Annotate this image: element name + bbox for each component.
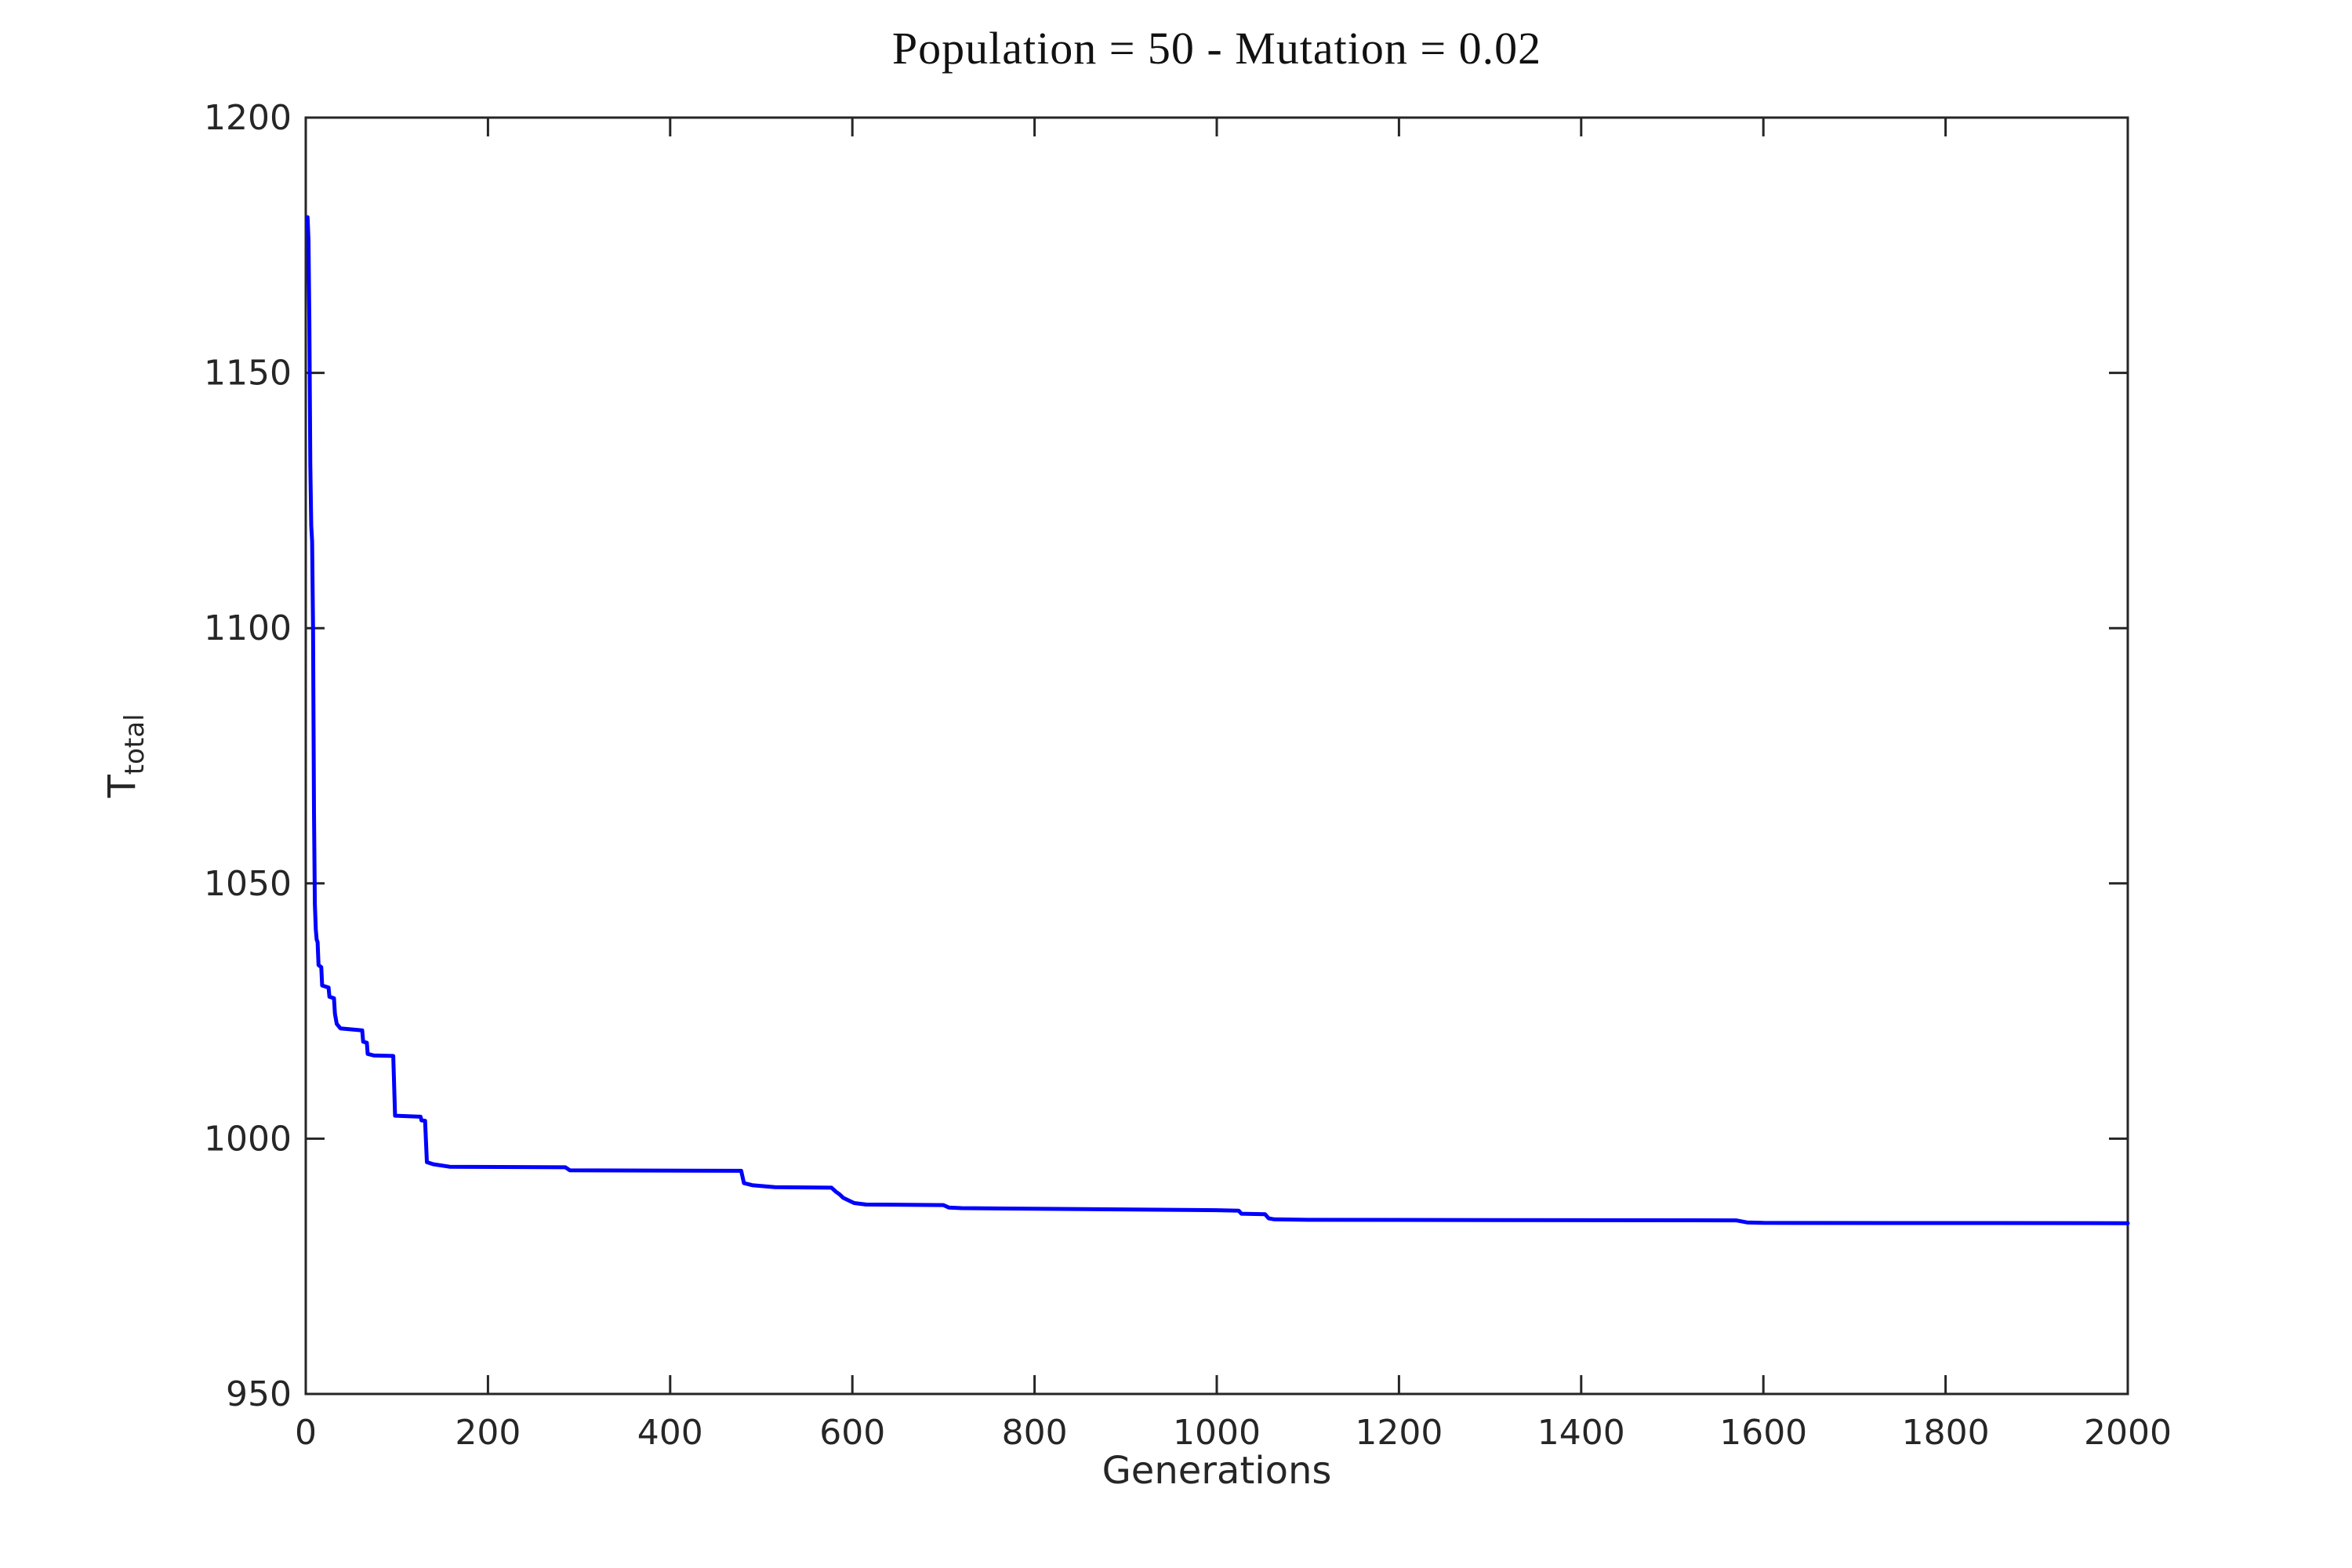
x-tick-label: 1600 [1719, 1413, 1807, 1453]
x-tick-label: 1400 [1537, 1413, 1625, 1453]
y-tick-label: 1150 [204, 354, 292, 394]
chart-title: Population = 50 - Mutation = 0.02 [891, 23, 1542, 74]
y-axis-label-subscript: total [119, 713, 151, 775]
x-tick-label: 200 [455, 1413, 521, 1453]
x-tick-label: 800 [1002, 1413, 1068, 1453]
plot-frame [304, 116, 2129, 1396]
x-axis-label: Generations [1102, 1449, 1332, 1493]
y-tick-label: 1000 [204, 1119, 292, 1159]
x-tick-label: 1800 [1902, 1413, 1990, 1453]
x-tick-label: 2000 [2084, 1413, 2172, 1453]
x-tick-label: 600 [819, 1413, 885, 1453]
y-tick-label: 1050 [204, 864, 292, 904]
y-axis-label: Ttotal [100, 713, 151, 798]
y-tick-label: 1100 [204, 608, 292, 648]
data-line [305, 215, 2130, 1225]
y-axis-label-main: T [100, 775, 144, 799]
plot-area: 0 200 400 600 800 1000 1200 1400 1600 1800 2000 950… [204, 98, 2172, 1453]
x-tick-label: 400 [637, 1413, 703, 1453]
y-tick-label: 950 [226, 1374, 292, 1414]
x-tick-label: 1200 [1355, 1413, 1443, 1453]
y-tick-label: 1200 [204, 98, 292, 138]
x-tick-label: 0 [295, 1413, 317, 1453]
x-tick-label: 1000 [1173, 1413, 1261, 1453]
